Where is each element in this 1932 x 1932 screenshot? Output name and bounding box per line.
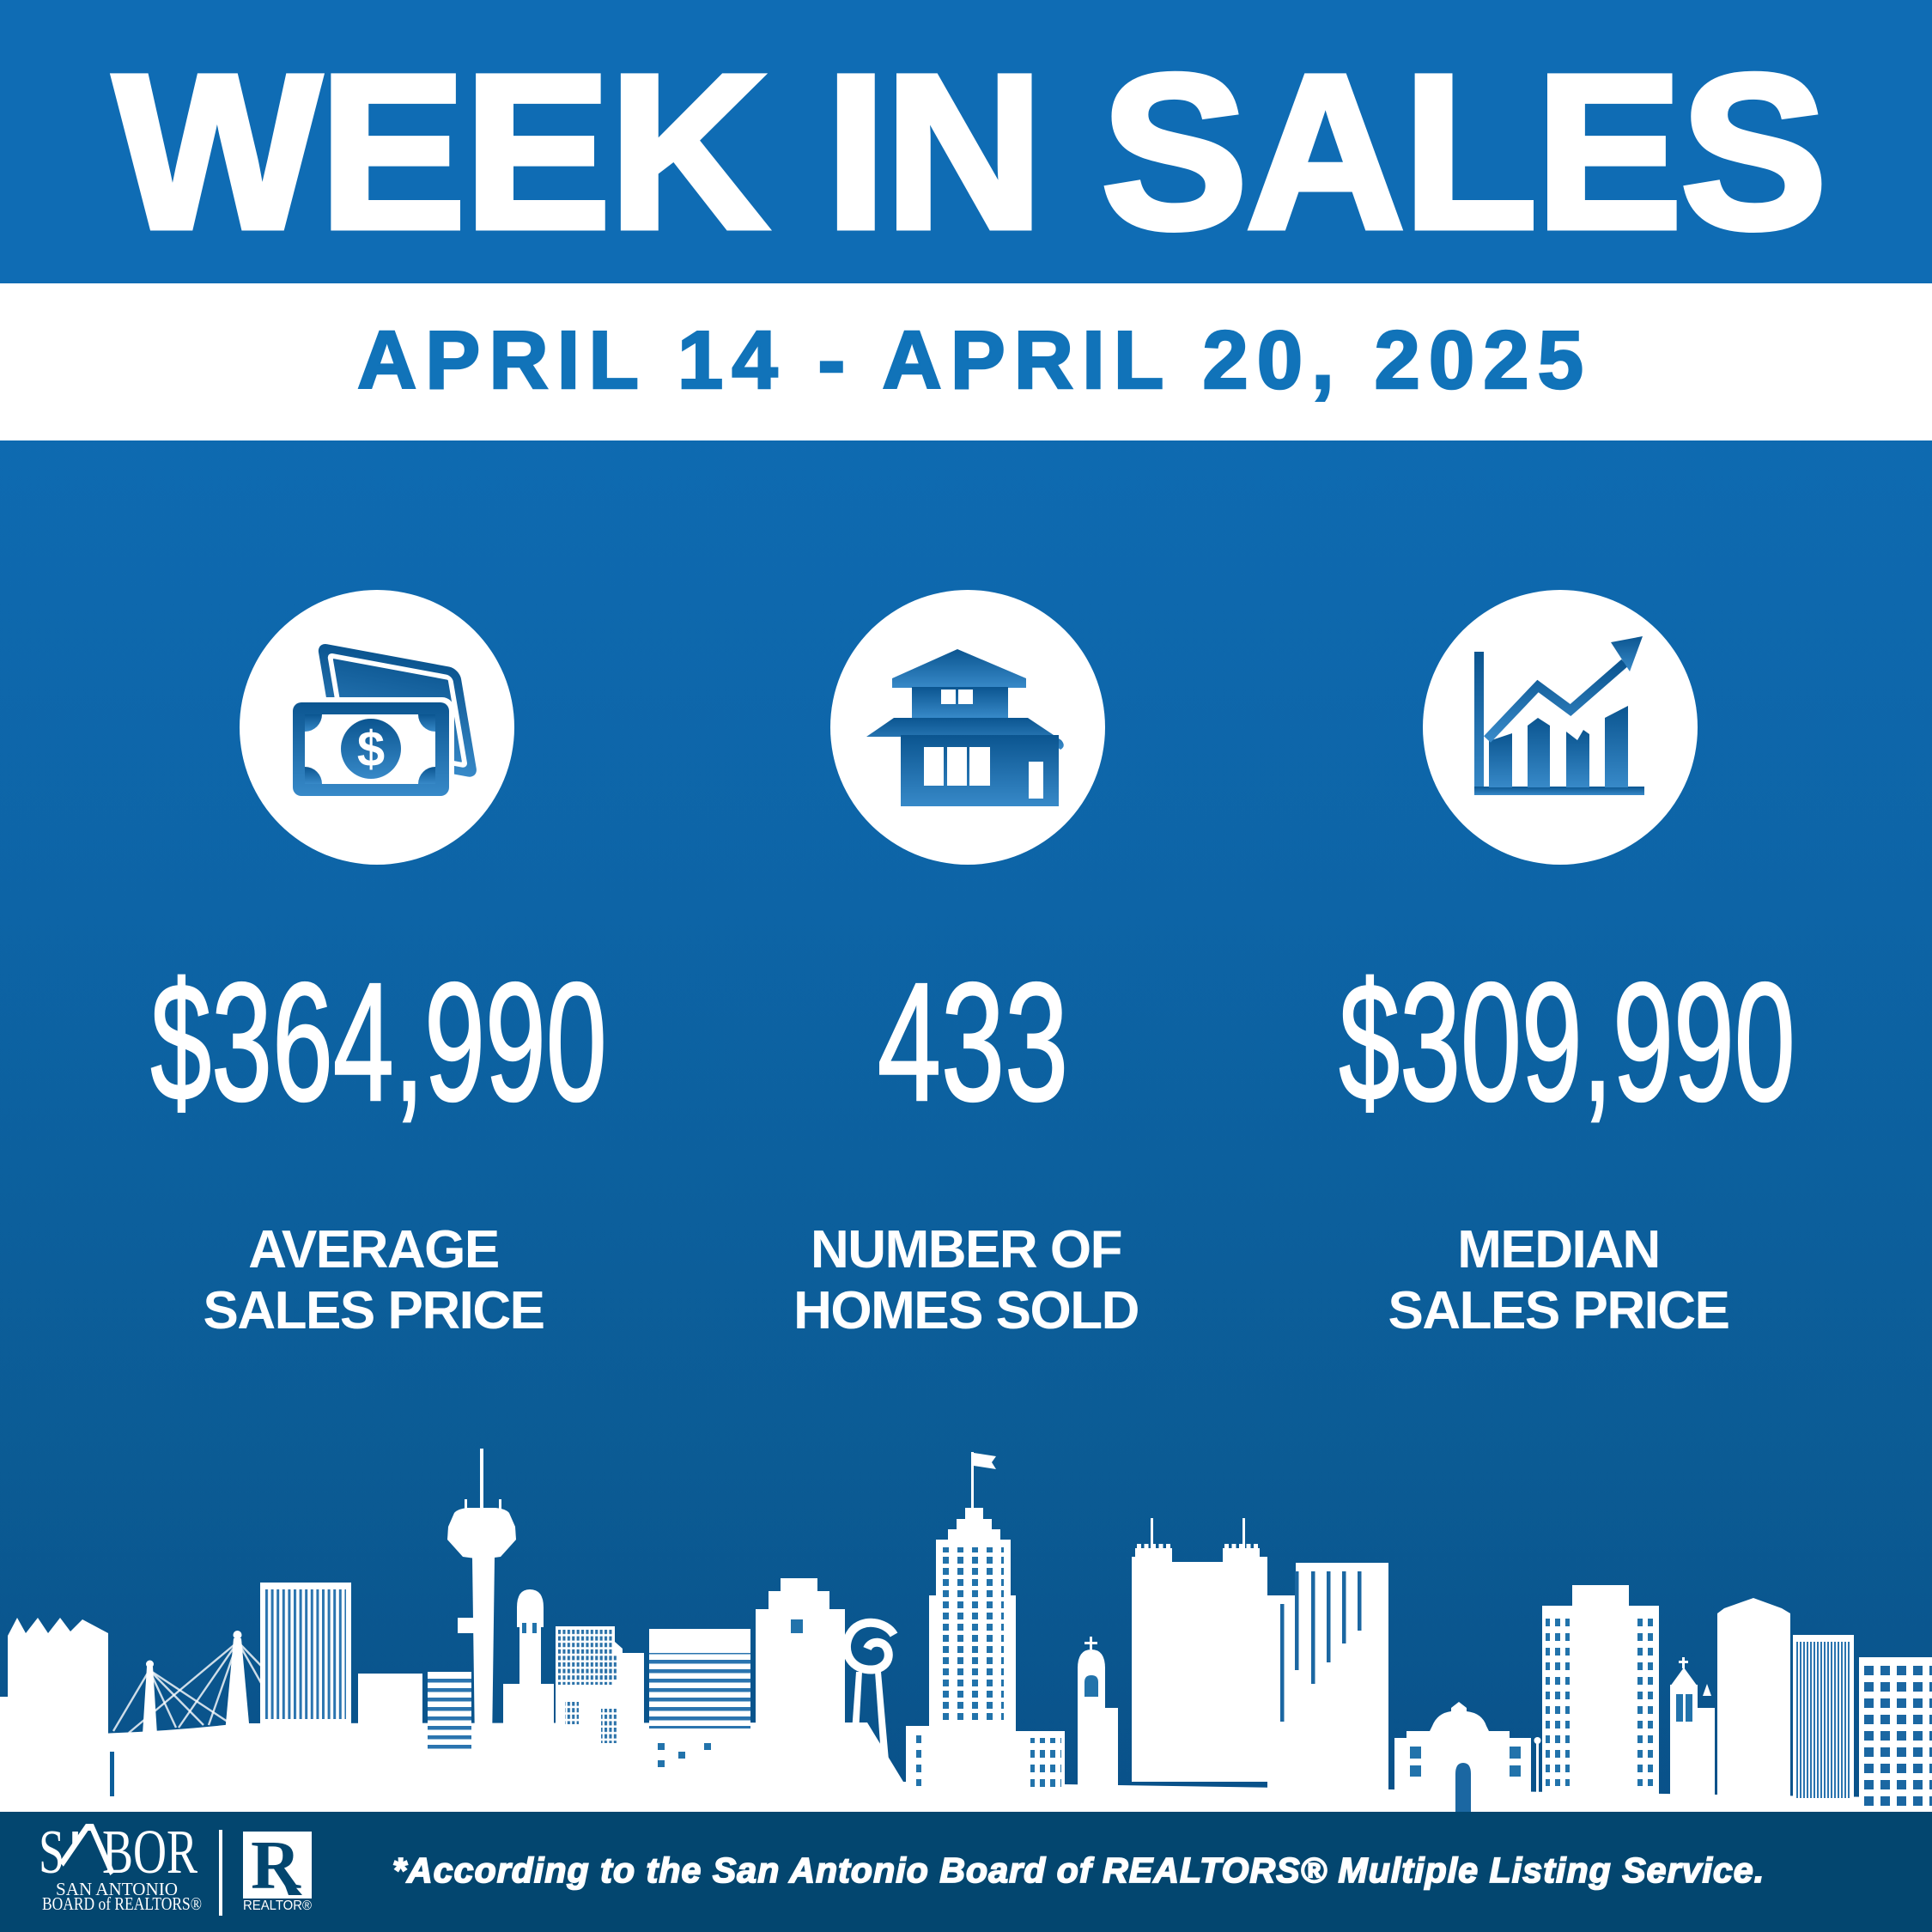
svg-text:$: $: [357, 721, 385, 777]
svg-text:S: S: [39, 1817, 64, 1886]
svg-text:REALTOR®: REALTOR®: [243, 1899, 312, 1913]
svg-text:SAN ANTONIO: SAN ANTONIO: [56, 1879, 178, 1899]
svg-text:BOARD of REALTORS®: BOARD of REALTORS®: [42, 1893, 202, 1914]
svg-text:BOR: BOR: [102, 1817, 197, 1886]
